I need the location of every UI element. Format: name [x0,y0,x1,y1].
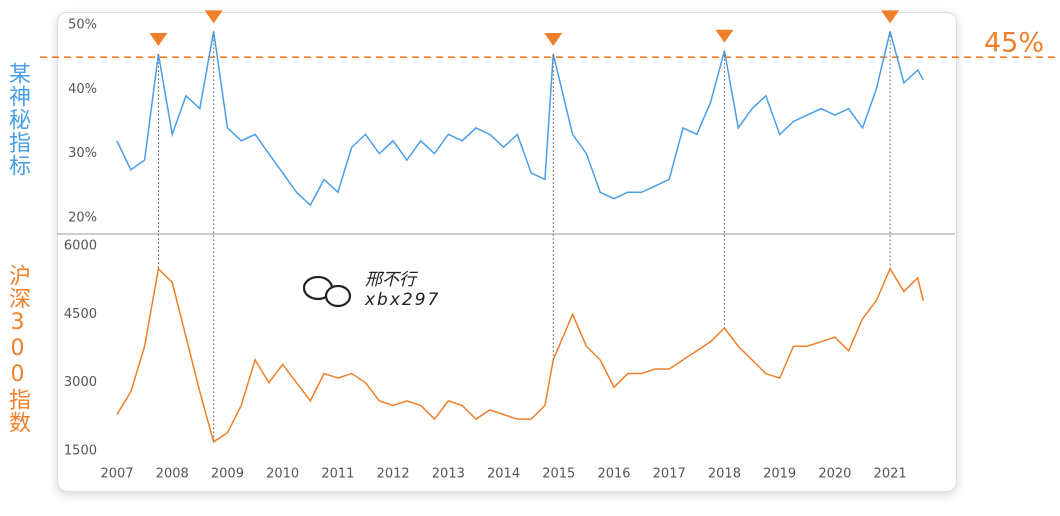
x-tick-label: 2014 [487,467,520,482]
peak-marker [204,10,223,24]
peak-marker [149,32,168,46]
watermark: 邢不行 [365,270,419,290]
y-tick-label: 1500 [64,444,97,459]
peak-marker [715,29,734,43]
x-tick-label: 2020 [818,467,851,482]
x-tick-label: 2008 [156,467,189,482]
y-tick-label: 30% [68,146,97,161]
x-tick-label: 2019 [763,467,796,482]
x-tick-label: 2017 [653,467,686,482]
x-tick-label: 2016 [597,467,630,482]
y-tick-label: 3000 [64,375,97,390]
x-tick-label: 2012 [377,467,410,482]
y-tick-label: 4500 [64,307,97,322]
wechat-icon [302,275,352,308]
x-tick-label: 2013 [432,467,465,482]
line [116,267,924,444]
y-tick-label: 6000 [64,239,97,254]
x-tick-label: 2009 [211,467,244,482]
y-tick-label: 40% [68,82,97,97]
chart-card [57,12,957,492]
y-tick-label: 50% [68,18,97,33]
x-tick-label: 2011 [321,467,354,482]
x-tick-label: 2010 [266,467,299,482]
watermark: xbx297 [364,290,440,310]
y-tick-label: 20% [68,211,97,226]
y-axis-title: 某神秘指标 [5,62,30,177]
y-axis-title: 沪深300指数 [5,264,30,434]
x-tick-label: 2021 [874,467,907,482]
peak-marker [544,32,563,46]
line [116,31,924,207]
x-tick-label: 2018 [708,467,741,482]
peak-marker [881,10,900,24]
reference-label: 45% [984,28,1044,59]
x-tick-label: 2015 [542,467,575,482]
x-tick-label: 2007 [100,467,133,482]
